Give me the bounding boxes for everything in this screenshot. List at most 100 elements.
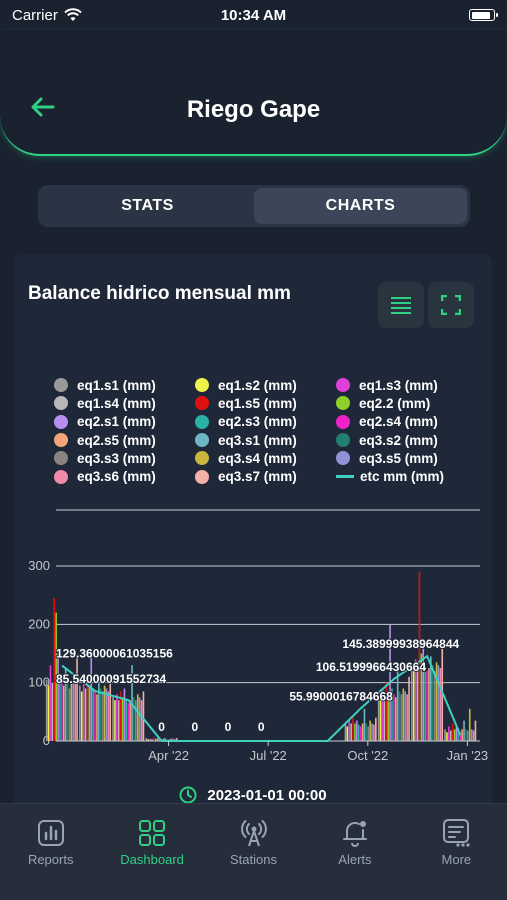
chart-bar [117, 700, 120, 741]
legend-item[interactable]: eq2.s5 (mm) [54, 431, 195, 449]
battery-level [471, 11, 490, 19]
legend-item[interactable]: eq2.2 (mm) [336, 394, 484, 412]
chart-bar [344, 723, 347, 741]
chart-bar [468, 708, 471, 741]
legend-item[interactable]: eq1.s3 (mm) [336, 376, 484, 394]
x-tick-label: Apr '22 [148, 748, 189, 763]
tab-alerts[interactable]: Alerts [304, 804, 405, 900]
back-button[interactable] [26, 90, 60, 124]
tab-dashboard[interactable]: Dashboard [101, 804, 202, 900]
legend-label: eq3.s5 (mm) [359, 450, 438, 466]
chart-bar [80, 691, 83, 741]
legend-dot [195, 433, 209, 448]
chart-bar [116, 694, 118, 741]
chart-bar [377, 694, 380, 741]
legend-label: eq1.s4 (mm) [77, 395, 156, 411]
chart-bar [47, 685, 50, 741]
chart-bar [136, 694, 139, 741]
tab-charts[interactable]: CHARTS [254, 188, 467, 224]
tab-stats[interactable]: STATS [121, 197, 174, 214]
etc-line [61, 654, 462, 742]
chart-bar [76, 656, 78, 741]
data-label: 129.36000061035156 [56, 647, 173, 661]
legend-item[interactable]: eq3.s1 (mm) [195, 431, 336, 449]
legend-item[interactable]: eq2.s1 (mm) [54, 413, 195, 431]
legend-dot [54, 396, 68, 411]
legend-item[interactable]: eq1.s4 (mm) [54, 394, 195, 412]
chart-bar [123, 688, 126, 741]
chart-bar [430, 656, 432, 741]
legend-label: eq3.s1 (mm) [218, 432, 297, 448]
legend-item[interactable]: eq1.s2 (mm) [195, 376, 336, 394]
y-tick-label: 300 [28, 558, 50, 573]
chart-bar [357, 724, 360, 741]
legend-item[interactable]: eq1.s5 (mm) [195, 394, 336, 412]
legend-item[interactable]: eq3.s4 (mm) [195, 449, 336, 467]
legend-label: eq2.2 (mm) [359, 395, 431, 411]
chart-bar [446, 732, 448, 741]
chart-bar [140, 700, 143, 741]
legend-dot [54, 414, 68, 429]
chart-bar [375, 717, 377, 741]
chart-bar [402, 688, 405, 741]
chart-bar [459, 732, 462, 741]
chart-bar [103, 685, 106, 741]
legend-item[interactable]: eq3.s3 (mm) [54, 449, 195, 467]
chart-bar [53, 598, 56, 741]
battery-icon [469, 9, 498, 21]
legend-dot [54, 378, 68, 393]
legend-label: eq2.s1 (mm) [77, 414, 156, 430]
legend-item[interactable]: eq3.s6 (mm) [54, 467, 195, 485]
chart-bar [158, 739, 161, 741]
legend-dot [195, 414, 209, 429]
legend-item[interactable]: eq2.s4 (mm) [336, 413, 484, 431]
wifi-icon [64, 8, 82, 21]
chart-menu-button[interactable] [378, 282, 424, 328]
legend-dot [195, 451, 209, 466]
chart-bar [416, 668, 419, 741]
data-label: 0 [258, 720, 265, 734]
chart-bar [470, 729, 473, 741]
chart-bar [62, 685, 65, 741]
legend-item[interactable]: eq3.s2 (mm) [336, 431, 484, 449]
stations-icon [240, 820, 267, 847]
legend-dot [336, 378, 350, 393]
bottom-tab-bar: Reports Dashboard Stations [0, 803, 507, 900]
chart-bar [101, 691, 104, 741]
chart-bar [461, 729, 463, 741]
chart-bar [51, 682, 54, 741]
legend-label: eq3.s6 (mm) [77, 469, 156, 485]
chart-bar [396, 665, 399, 741]
chart-bar [164, 738, 167, 741]
chart-bar [457, 730, 460, 741]
chart-bar [467, 730, 469, 741]
legend-item[interactable]: eq3.s5 (mm) [336, 449, 484, 467]
chart-bar [121, 697, 124, 741]
chart-bar [361, 723, 364, 741]
fullscreen-icon [441, 295, 461, 315]
legend-line-swatch [336, 475, 354, 479]
legend-label: etc mm (mm) [360, 469, 445, 485]
legend-item[interactable]: etc mm (mm) [336, 467, 484, 485]
legend-label: eq2.s4 (mm) [359, 414, 438, 430]
legend-label: eq3.s7 (mm) [218, 469, 297, 485]
chart-bar [90, 656, 93, 741]
legend-item[interactable]: eq3.s7 (mm) [195, 467, 336, 485]
tab-more[interactable]: More [406, 804, 507, 900]
chart-fullscreen-button[interactable] [428, 282, 474, 328]
chart-bar [444, 729, 446, 741]
chart-bar [350, 723, 352, 741]
tab-reports[interactable]: Reports [0, 804, 101, 900]
chart-card: Balance hidrico mensual mm eq1.s1 (mm) eq… [14, 254, 492, 814]
tab-more-label: More [441, 852, 472, 867]
legend-item[interactable]: eq2.s3 (mm) [195, 413, 336, 431]
more-icon [443, 819, 470, 847]
x-tick-label: Jul '22 [250, 748, 287, 763]
legend-dot [336, 451, 350, 466]
legend-item[interactable]: eq1.s1 (mm) [54, 376, 195, 394]
y-tick-label: 100 [28, 675, 50, 690]
chart-bar [138, 697, 141, 741]
chart-bar [433, 671, 436, 741]
chart-bar [367, 726, 370, 741]
tab-stations[interactable]: Stations [203, 804, 304, 900]
